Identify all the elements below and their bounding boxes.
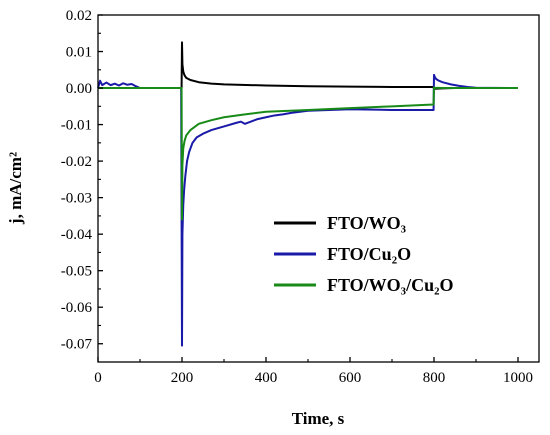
legend-label-2: FTO/WO₃/Cu₂O xyxy=(327,275,453,295)
legend-label-0: FTO/WO₃ xyxy=(327,213,407,233)
plot-frame xyxy=(97,14,540,363)
x-tick-label-4: 800 xyxy=(423,370,446,386)
tick-layer xyxy=(97,14,519,362)
y-tick-labels: 0.02 0.01 0.00 -0.01 -0.02 -0.03 -0.04 -0.05 -0.… xyxy=(61,8,93,353)
y-axis-title: j, mA/cm² xyxy=(6,152,25,225)
y-tick-label-2: 0.00 xyxy=(66,81,92,97)
x-tick-label-3: 600 xyxy=(339,370,362,386)
x-tick-label-0: 0 xyxy=(94,370,102,386)
x-tick-label-1: 200 xyxy=(171,370,194,386)
y-tick-label-9: -0.07 xyxy=(61,337,93,353)
legend: FTO/WO₃ FTO/Cu₂O FTO/WO₃/Cu₂O xyxy=(274,213,453,295)
x-tick-label-2: 400 xyxy=(255,370,278,386)
series-line-1 xyxy=(97,73,519,347)
series-line-2 xyxy=(98,86,518,221)
y-tick-label-6: -0.04 xyxy=(61,227,93,243)
y-tick-label-8: -0.06 xyxy=(61,300,93,316)
series-layer xyxy=(97,41,519,347)
y-tick-label-4: -0.02 xyxy=(61,154,92,170)
y-tick-label-7: -0.05 xyxy=(61,264,92,280)
y-tick-label-3: -0.01 xyxy=(61,118,92,134)
y-tick-label-1: 0.01 xyxy=(66,45,92,61)
y-tick-label-0: 0.02 xyxy=(66,8,92,24)
y-tick-label-5: -0.03 xyxy=(61,191,92,207)
legend-label-1: FTO/Cu₂O xyxy=(327,244,411,264)
x-axis-title: Time, s xyxy=(292,409,345,428)
x-tick-labels: 0 200 400 600 800 1000 xyxy=(94,370,533,386)
x-tick-label-5: 1000 xyxy=(503,370,533,386)
